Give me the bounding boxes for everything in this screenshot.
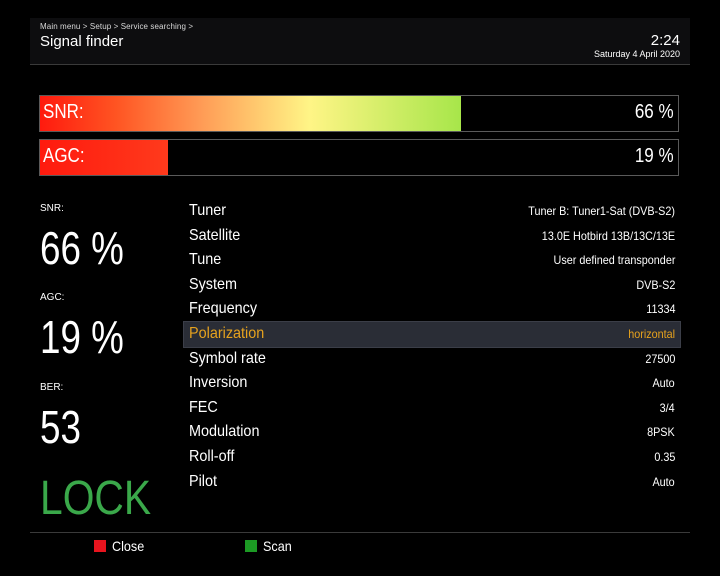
info-value: DVB-S2 xyxy=(635,277,675,292)
info-value: Auto xyxy=(652,376,675,391)
info-value: 13.0E Hotbird 13B/13C/13E xyxy=(541,228,675,243)
info-value: horizontal xyxy=(628,326,675,341)
footer: Close Scan xyxy=(30,532,690,563)
info-label: FEC xyxy=(189,398,218,416)
info-row-polarization[interactable]: Polarization horizontal xyxy=(183,320,681,348)
info-value: 3/4 xyxy=(659,400,675,415)
agc-bar-fill xyxy=(40,140,168,175)
info-row-inversion[interactable]: Inversion Auto xyxy=(184,371,680,396)
agc-bar-value: 19 % xyxy=(635,145,674,167)
clock: 2:24 xyxy=(650,32,680,49)
snr-bar-value: 66 % xyxy=(635,101,674,123)
info-row-system[interactable]: System DVB-S2 xyxy=(184,273,680,298)
header: Main menu > Setup > Service searching > … xyxy=(30,18,690,65)
transponder-info-list: Tuner Tuner B: Tuner1-Sat (DVB-S2) Satelli… xyxy=(183,199,681,495)
info-value: Auto xyxy=(652,474,675,489)
red-key-icon xyxy=(94,540,106,552)
info-label: Polarization xyxy=(189,324,265,342)
info-label: System xyxy=(189,275,238,293)
agc-readout-label: AGC: xyxy=(40,292,65,303)
info-label: Roll-off xyxy=(189,447,235,465)
info-value: Tuner B: Tuner1-Sat (DVB-S2) xyxy=(528,204,675,218)
info-label: Pilot xyxy=(189,472,218,490)
agc-bar-label: AGC: xyxy=(43,145,85,167)
page-title: Signal finder xyxy=(40,33,124,50)
agc-bar: AGC: 19 % xyxy=(39,139,679,176)
ber-readout-label: BER: xyxy=(40,382,64,393)
breadcrumb: Main menu > Setup > Service searching > xyxy=(40,22,194,31)
info-row-frequency[interactable]: Frequency 11334 xyxy=(184,297,680,322)
snr-readout-value: 66 % xyxy=(40,222,124,274)
info-value: 27500 xyxy=(644,351,675,366)
info-label: Frequency xyxy=(189,300,258,318)
info-row-symbol-rate[interactable]: Symbol rate 27500 xyxy=(184,347,680,372)
scan-button-label: Scan xyxy=(263,538,292,554)
snr-bar: SNR: 66 % xyxy=(39,95,679,132)
snr-readout-label: SNR: xyxy=(40,203,64,214)
info-row-tune[interactable]: Tune User defined transponder xyxy=(184,248,680,273)
green-key-icon xyxy=(245,540,257,552)
ber-readout-value: 53 xyxy=(40,401,81,453)
info-row-pilot[interactable]: Pilot Auto xyxy=(184,470,680,495)
agc-readout-value: 19 % xyxy=(40,311,124,363)
snr-bar-label: SNR: xyxy=(43,101,84,123)
info-row-tuner[interactable]: Tuner Tuner B: Tuner1-Sat (DVB-S2) xyxy=(184,199,680,224)
info-row-satellite[interactable]: Satellite 13.0E Hotbird 13B/13C/13E xyxy=(184,224,680,249)
info-label: Symbol rate xyxy=(189,349,266,367)
info-label: Inversion xyxy=(189,374,248,392)
info-row-modulation[interactable]: Modulation 8PSK xyxy=(184,420,680,445)
snr-bar-fill xyxy=(40,96,462,131)
info-value: User defined transponder xyxy=(553,253,675,268)
info-value: 11334 xyxy=(645,302,675,317)
info-label: Tune xyxy=(189,251,222,269)
info-value: 0.35 xyxy=(653,449,675,464)
info-label: Tuner xyxy=(189,202,227,219)
info-label: Satellite xyxy=(189,226,241,244)
close-button-label: Close xyxy=(112,538,145,554)
info-label: Modulation xyxy=(189,423,260,441)
lock-status: LOCK xyxy=(40,472,152,525)
info-row-roll-off[interactable]: Roll-off 0.35 xyxy=(184,445,680,470)
info-value: 8PSK xyxy=(647,425,675,440)
info-row-fec[interactable]: FEC 3/4 xyxy=(184,396,680,421)
date: Saturday 4 April 2020 xyxy=(593,49,680,59)
